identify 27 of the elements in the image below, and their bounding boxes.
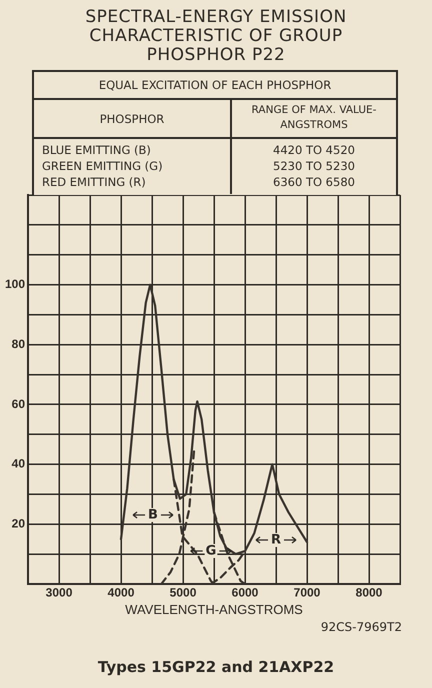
text: RANGE OF MAX. VALUE-ANGSTROMS (250, 103, 378, 133)
y-tick-label: 40 (12, 456, 26, 471)
annotation: G (206, 543, 216, 558)
text: Types 15GP22 and 21AXP22 (96, 658, 336, 676)
y-tick-label: 80 (12, 336, 26, 351)
annotation: B (148, 507, 158, 522)
text: EQUAL EXCITATION OF EACH PHOSPHOR (34, 72, 396, 100)
text: RED EMITTING (R) (42, 174, 147, 190)
chart-title: SPECTRAL-ENERGY EMISSION CHARACTERISTIC OF GROUP PHOSPHOR P22 (84, 7, 348, 65)
x-axis-title: WAVELENGTH-ANGSTROMS (125, 602, 304, 617)
x-tick-label: 4000 (108, 586, 135, 600)
text: 6360 TO 6580 (272, 174, 356, 190)
y-tick-label: 60 (12, 396, 26, 411)
text: 4420 TO 4520 (272, 142, 356, 158)
text: BLUE EMITTING (B) (42, 142, 152, 158)
x-tick-label: 7000 (294, 586, 321, 600)
x-tick-label: 6000 (232, 586, 259, 600)
text: 5230 TO 5230 (272, 158, 356, 174)
annotation: R (270, 532, 282, 548)
text: PHOSPHOR (34, 100, 232, 137)
text: 92CS-7969T2 (320, 620, 402, 634)
x-tick-label: 5000 (170, 586, 197, 600)
y-tick-label: 20 (12, 516, 26, 530)
y-tick-label: 100 (4, 277, 26, 292)
text: GREEN EMITTING (G) (42, 158, 164, 174)
x-tick-label: 8000 (356, 586, 383, 600)
x-tick-label: 3000 (46, 586, 73, 600)
